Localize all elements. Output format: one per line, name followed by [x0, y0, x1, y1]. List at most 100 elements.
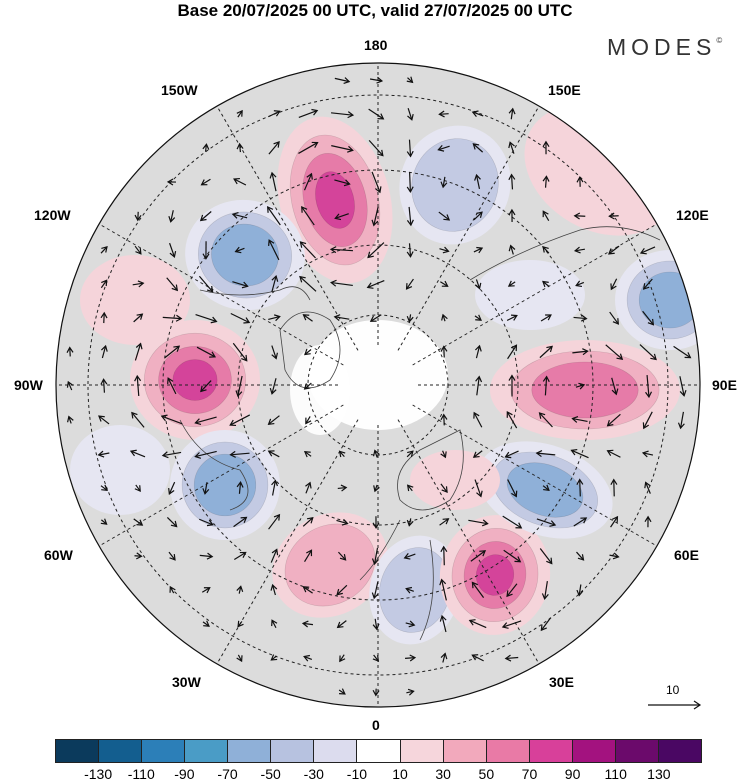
- wind-arrow: [267, 415, 280, 426]
- wind-arrow: [440, 280, 449, 287]
- wind-arrow: [642, 310, 655, 326]
- wind-arrow: [303, 382, 312, 390]
- wind-arrow-head: [134, 214, 142, 222]
- wind-arrow-head: [229, 450, 236, 458]
- wind-arrow-head: [542, 280, 549, 288]
- wind-arrow-shaft: [304, 382, 312, 390]
- wind-arrow-head: [236, 109, 243, 117]
- wind-arrow-shaft: [373, 581, 379, 599]
- wind-arrow: [334, 77, 351, 85]
- colorbar-segment: [399, 740, 443, 762]
- wind-arrow-shaft: [575, 248, 585, 252]
- wind-arrow-shaft: [367, 280, 385, 288]
- wind-arrow-head: [474, 344, 482, 352]
- wind-arrow-head: [271, 352, 279, 360]
- wind-arrow-head: [134, 485, 141, 493]
- wind-arrow-head: [306, 549, 313, 557]
- wind-arrow-shaft: [544, 376, 548, 396]
- wind-arrow: [473, 411, 483, 428]
- wind-arrow-shaft: [408, 243, 412, 257]
- latitude-circle: [87, 94, 669, 676]
- wind-arrow-shaft: [234, 551, 246, 561]
- wind-arrow-shaft: [438, 145, 450, 151]
- wind-arrow: [440, 176, 448, 189]
- wind-arrow-shaft: [232, 281, 248, 287]
- wind-arrow: [440, 652, 448, 663]
- wind-arrow: [267, 450, 280, 458]
- wind-arrow-shaft: [442, 176, 446, 188]
- wind-arrow-shaft: [544, 581, 548, 599]
- colorbar-segment: [528, 740, 572, 762]
- wind-arrow: [539, 548, 553, 565]
- wind-arrow-head: [475, 314, 482, 321]
- colorbar-tick-label: 130: [647, 766, 671, 782]
- wind-arrow-shaft: [271, 619, 277, 629]
- wind-arrow-shaft: [471, 582, 485, 598]
- wind-arrow-head: [135, 342, 143, 350]
- wind-arrow: [161, 451, 182, 459]
- wind-arrow-shaft: [439, 518, 449, 526]
- wind-arrow-shaft: [408, 206, 412, 226]
- wind-arrow-head: [243, 317, 251, 324]
- wind-arrow-head: [641, 450, 649, 458]
- wind-arrow-shaft: [539, 412, 553, 428]
- wind-arrow: [236, 585, 244, 594]
- wind-arrow-head: [679, 389, 687, 397]
- wind-arrow-shaft: [576, 551, 584, 561]
- wind-arrow-head: [301, 620, 309, 628]
- wind-arrow-shaft: [368, 108, 384, 120]
- modes-logo: MODES©: [607, 34, 722, 61]
- anomaly-contour: [411, 138, 499, 232]
- wind-arrow-shaft: [506, 315, 518, 321]
- wind-arrow-head: [647, 318, 655, 326]
- wind-arrow: [100, 344, 108, 359]
- wind-arrow: [474, 479, 483, 498]
- wind-arrow-head: [129, 449, 137, 457]
- wind-arrow-head: [169, 553, 176, 561]
- wind-arrow: [542, 484, 550, 492]
- wind-arrow: [542, 210, 550, 221]
- wind-arrow-shaft: [101, 345, 107, 359]
- wind-arrow-head: [334, 213, 342, 221]
- wind-arrow-head: [311, 141, 319, 148]
- meridian-line: [91, 219, 344, 366]
- wind-arrow-shaft: [572, 350, 588, 354]
- wind-arrow-shaft: [474, 315, 482, 321]
- wind-arrow-head: [231, 211, 239, 219]
- wind-arrow-shaft: [578, 584, 582, 596]
- wind-arrow: [610, 515, 619, 528]
- wind-arrow: [573, 212, 586, 220]
- lon-label-30w: 30W: [172, 674, 201, 690]
- wind-arrow-shaft: [270, 549, 278, 563]
- wind-arrow-shaft: [195, 450, 217, 458]
- wind-arrow-head: [406, 251, 414, 258]
- wind-arrow-shaft: [268, 110, 280, 118]
- wind-arrow: [608, 212, 619, 220]
- wind-arrow-shaft: [539, 548, 553, 564]
- wind-arrow-head: [575, 280, 583, 288]
- wind-arrow: [501, 620, 522, 629]
- wind-arrow: [536, 518, 557, 527]
- wind-arrow: [233, 516, 248, 528]
- wind-arrow: [468, 619, 487, 629]
- wind-arrow-shaft: [304, 549, 312, 563]
- wind-arrow-head: [642, 422, 650, 430]
- wind-arrow-head: [210, 316, 218, 324]
- wind-arrow-head: [475, 375, 483, 383]
- wind-arrow-head: [542, 175, 550, 182]
- wind-arrow-shaft: [232, 342, 248, 362]
- wind-arrow-head: [508, 141, 515, 149]
- wind-arrow-head: [171, 284, 179, 292]
- colorbar-segment: [141, 740, 185, 762]
- wind-arrow: [66, 380, 74, 391]
- wind-arrow-head: [271, 274, 279, 282]
- wind-arrow: [504, 654, 519, 662]
- wind-arrow: [610, 278, 618, 291]
- wind-arrow: [236, 142, 244, 153]
- wind-arrow-shaft: [571, 449, 589, 459]
- wind-arrow-head: [169, 585, 176, 593]
- anomaly-contour: [70, 425, 170, 515]
- wind-arrow: [639, 344, 657, 361]
- wind-arrow: [305, 481, 312, 494]
- wind-arrow-head: [571, 415, 579, 423]
